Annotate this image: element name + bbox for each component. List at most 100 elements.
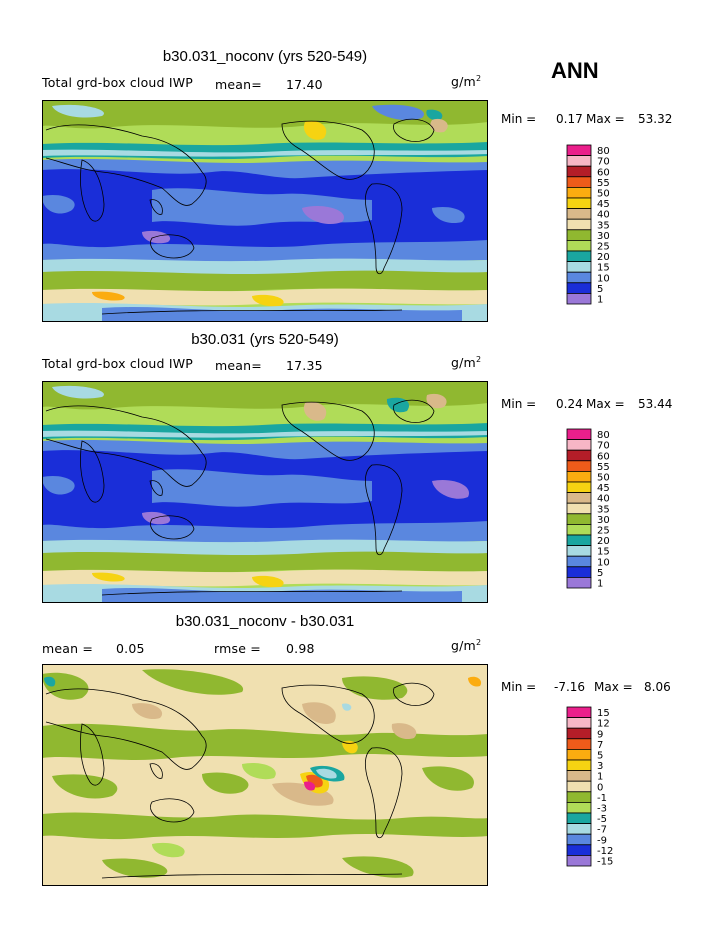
panel-2-min-label: Min =: [501, 397, 537, 411]
colorbar-swatch: [566, 176, 592, 188]
colorbar-swatch: [566, 780, 592, 793]
colorbar-swatch: [566, 271, 592, 284]
panel-1-max-label: Max =: [586, 112, 625, 126]
colorbar-tick-label: 60: [597, 167, 610, 178]
colorbar-tick-label: 15: [597, 708, 610, 719]
colorbar-tick-label: -1: [597, 793, 607, 804]
colorbar-swatch: [566, 187, 592, 199]
colorbar-swatch: [566, 218, 592, 231]
colorbar-tick-label: 55: [597, 462, 610, 473]
colorbar-swatch: [566, 727, 592, 740]
colorbar-swatch: [566, 261, 592, 273]
colorbar-tick-label: 50: [597, 473, 610, 484]
colorbar-swatch: [566, 460, 592, 472]
colorbar-tick-label: 40: [597, 494, 610, 505]
colorbar-tick-label: 3: [597, 761, 603, 772]
panel-3-min-value: -7.16: [554, 680, 586, 694]
panel-1-mean-label: mean=: [215, 77, 262, 92]
colorbar-tick-label: -7: [597, 825, 607, 836]
colorbar-swatch: [566, 449, 592, 462]
colorbar-swatch: [566, 566, 592, 578]
colorbar-tick-label: 12: [597, 719, 610, 730]
panel-2-max-value: 53.44: [638, 397, 673, 411]
colorbar-tick-label: 10: [597, 273, 610, 284]
colorbar-swatch: [566, 282, 592, 294]
colorbar-tick-label: 35: [597, 504, 610, 515]
panel-3-mean-label: mean =: [42, 641, 94, 656]
colorbar-swatch: [566, 292, 592, 305]
colorbar-tick-label: 80: [597, 430, 610, 441]
colorbar-tick-label: -12: [597, 846, 613, 857]
colorbar-swatch: [566, 576, 592, 589]
colorbar-swatch: [566, 759, 592, 772]
colorbar-swatch: [566, 823, 592, 835]
season-label: ANN: [551, 58, 599, 83]
colorbar-tick-label: 5: [597, 568, 603, 579]
colorbar-tick-label: 45: [597, 483, 610, 494]
panel-2-variable: Total grd-box cloud IWP: [42, 356, 194, 371]
colorbar-tick-label: 25: [597, 526, 610, 537]
panel-3-map: [42, 664, 488, 886]
panel-2-min-value: 0.24: [556, 397, 583, 411]
colorbar-tick-label: -3: [597, 804, 607, 815]
colorbar-swatch: [566, 833, 592, 846]
panel-3-max-value: 8.06: [644, 680, 671, 694]
colorbar-tick-label: 70: [597, 157, 610, 168]
panel-1-map: [42, 100, 488, 322]
colorbar-swatch: [566, 481, 592, 494]
colorbar-swatch: [566, 717, 592, 729]
colorbar-swatch: [566, 155, 592, 167]
colorbar-tick-label: 25: [597, 242, 610, 253]
panel-1-title: b30.031_noconv (yrs 520-549): [162, 48, 368, 65]
panel-2-title: b30.031 (yrs 520-549): [191, 331, 339, 348]
colorbar-swatch: [566, 524, 592, 536]
colorbar-swatch: [566, 555, 592, 568]
colorbar-tick-label: 50: [597, 189, 610, 200]
colorbar-swatch: [566, 844, 592, 856]
colorbar-swatch: [566, 471, 592, 483]
colorbar-tick-label: 15: [597, 263, 610, 274]
colorbar-swatch: [566, 749, 592, 761]
colorbar-swatch: [566, 534, 592, 547]
colorbar-tick-label: 9: [597, 729, 603, 740]
panel-1-min-value: 0.17: [556, 112, 583, 126]
colorbar-tick-label: 60: [597, 451, 610, 462]
colorbar-swatch: [566, 208, 592, 220]
panel-1-units: g/m2: [451, 74, 482, 90]
panel-3-mean-value: 0.05: [116, 641, 145, 656]
panel-2-map: [42, 381, 488, 603]
colorbar-tick-label: 40: [597, 210, 610, 221]
panel-2-mean-value: 17.35: [286, 358, 323, 373]
colorbar-tick-label: 35: [597, 220, 610, 231]
colorbar-swatch: [566, 812, 592, 825]
panel-3-colorbar: 15 12 9 7 5 3 1 0 -1 -3 -5 -7 -9 -12 -15: [566, 706, 666, 891]
panel-2-colorbar: 80 70 60 55 50 45 40 35 30 25 20 15 10 5 1: [566, 428, 666, 613]
colorbar-swatch: [566, 165, 592, 178]
colorbar-swatch: [566, 706, 592, 719]
panel-2-mean-label: mean=: [215, 358, 262, 373]
panel-2-units: g/m2: [451, 355, 482, 371]
colorbar-tick-label: 30: [597, 515, 610, 526]
colorbar-tick-label: 5: [597, 751, 603, 762]
colorbar-swatch: [566, 502, 592, 515]
colorbar-swatch: [566, 738, 592, 750]
colorbar-tick-label: 20: [597, 536, 610, 547]
panel-1-max-value: 53.32: [638, 112, 673, 126]
colorbar-tick-label: 80: [597, 146, 610, 157]
colorbar-swatch: [566, 240, 592, 252]
panel-1-variable: Total grd-box cloud IWP: [42, 75, 194, 90]
colorbar-tick-label: 30: [597, 231, 610, 242]
colorbar-swatch: [566, 439, 592, 451]
colorbar-swatch: [566, 250, 592, 263]
colorbar-tick-label: 7: [597, 740, 603, 751]
panel-1-colorbar: 80 70 60 55 50 45 40 35 30 25 20 15 10 5 1: [566, 144, 666, 329]
colorbar-swatch: [566, 545, 592, 557]
colorbar-swatch: [566, 854, 592, 867]
panel-1-mean-value: 17.40: [286, 77, 323, 92]
colorbar-tick-label: 0: [597, 782, 603, 793]
panel-3-rmse-value: 0.98: [286, 641, 315, 656]
panel-3-rmse-label: rmse =: [214, 641, 261, 656]
colorbar-tick-label: 5: [597, 284, 603, 295]
colorbar-tick-label: -5: [597, 814, 607, 825]
colorbar-swatch: [566, 197, 592, 210]
